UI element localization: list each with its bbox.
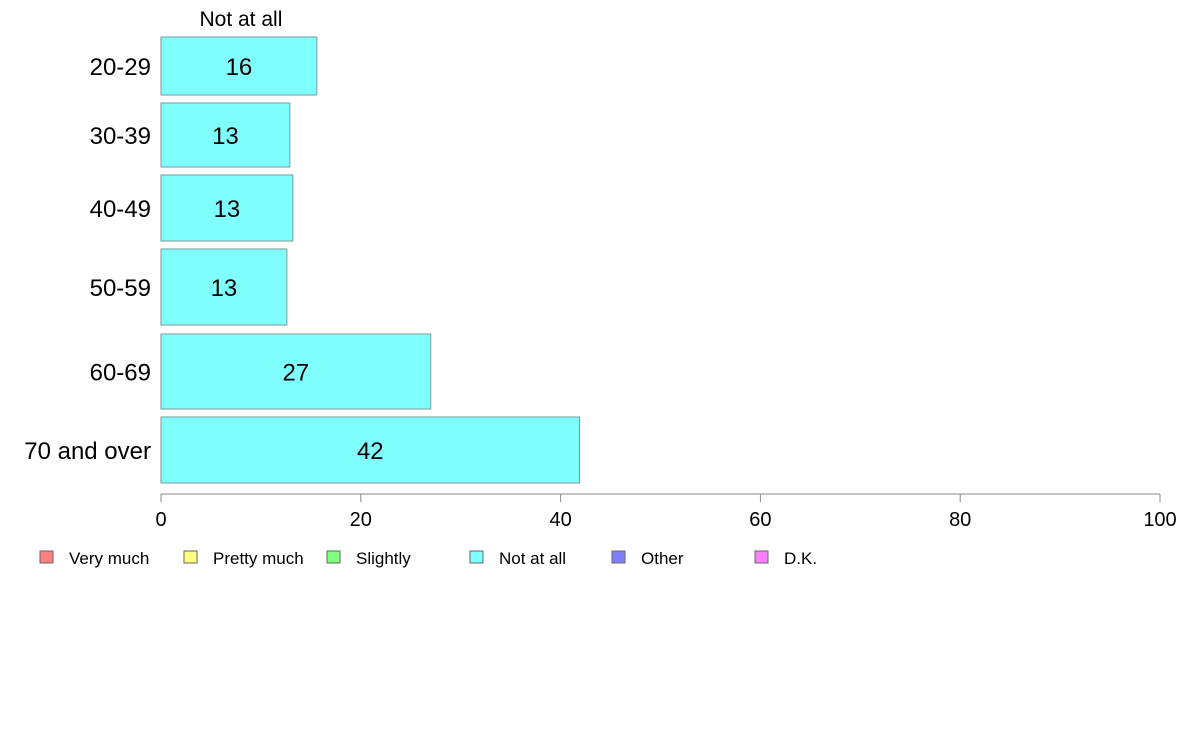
x-tick-label: 20 [350,509,372,531]
legend-swatch [469,550,484,564]
legend-label: Pretty much [213,549,304,568]
legend-label: Not at all [499,549,566,568]
category-label: 30-39 [90,123,151,150]
bar-50-59 [160,248,288,326]
x-tick-label: 100 [1143,509,1176,531]
bar-40-49 [160,174,294,242]
x-tick-label: 0 [155,509,166,531]
bar-60-69 [160,333,432,410]
legend-label: Other [641,549,684,568]
legend-label: Very much [69,549,149,568]
category-label: 40-49 [90,196,151,223]
bars-group: 16 13 13 13 27 42 [160,36,581,484]
bar-30-39 [160,102,291,168]
category-label: 50-59 [90,275,151,302]
category-label: 60-69 [90,360,151,387]
legend-label: D.K. [784,549,817,568]
legend-swatch [183,550,198,564]
category-label: 20-29 [90,54,151,81]
legend-swatch [326,550,341,564]
legend-swatch [754,550,769,564]
data-label: 16 [226,54,253,81]
legend-swatch [611,550,626,564]
data-label: 27 [283,360,310,387]
data-label: 13 [212,123,239,150]
x-axis: 0 20 40 60 80 100 [155,493,1177,531]
data-label: 42 [357,438,384,465]
x-tick-label: 60 [749,509,771,531]
data-label: 13 [211,275,238,302]
category-label: 70 and over [24,438,151,465]
data-label: 13 [214,196,241,223]
legend: Very much Pretty much Slightly Not at all Ot… [39,549,817,568]
x-tick-label: 80 [949,509,971,531]
legend-label: Slightly [356,549,411,568]
category-labels: 20-29 30-39 40-49 50-59 60-69 70 and over [24,54,151,465]
x-tick-label: 40 [549,509,571,531]
bar-20-29 [160,36,318,96]
bar-70-and-over [160,416,581,484]
legend-swatch [39,550,54,564]
column-title: Not at all [199,8,282,31]
